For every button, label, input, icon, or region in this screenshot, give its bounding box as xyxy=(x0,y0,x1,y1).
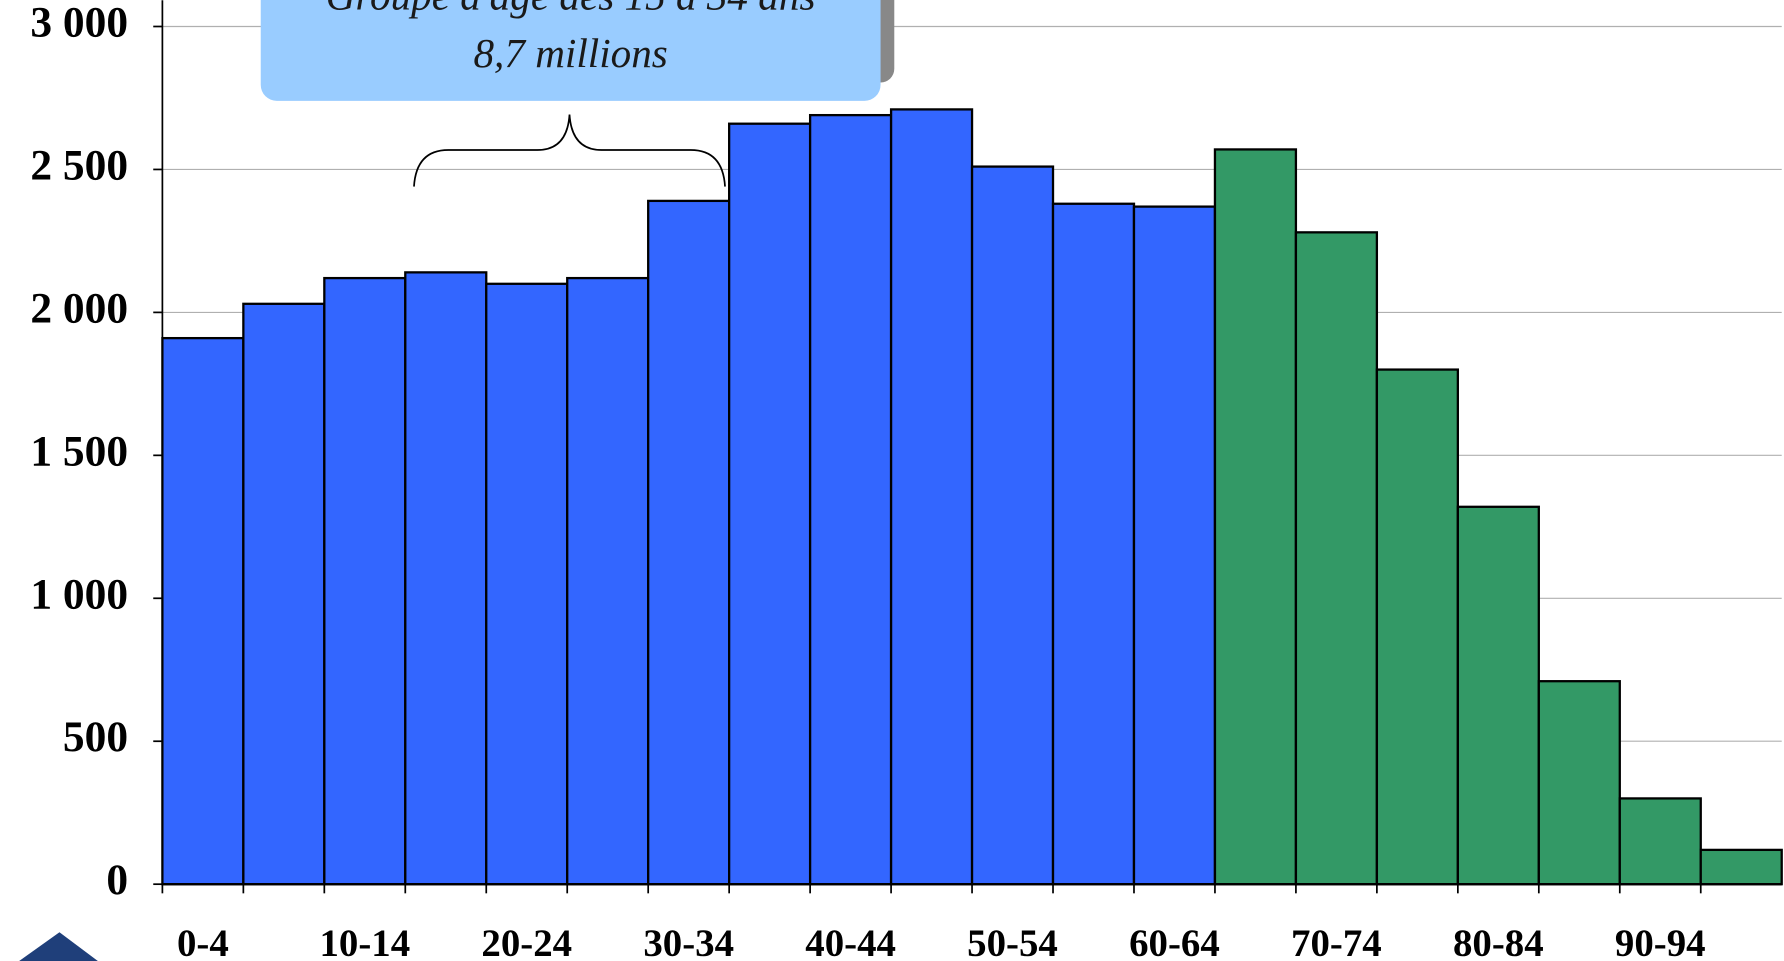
annotation-callout: Groupe d'âge des 15 à 34 ans 8,7 million… xyxy=(260,0,895,187)
x-tick-label: 20-24 xyxy=(481,922,572,961)
bar xyxy=(889,108,974,886)
x-tick-label: 0-4 xyxy=(177,922,229,961)
x-tick-label: 80-84 xyxy=(1453,922,1544,961)
bar xyxy=(1456,505,1540,886)
y-tick-label: 500 xyxy=(63,713,128,761)
bar xyxy=(728,122,812,886)
bar xyxy=(1051,202,1136,886)
x-tick-label: 90-94 xyxy=(1615,922,1706,961)
x-tick-label: 50-54 xyxy=(967,922,1058,961)
logo xyxy=(19,932,98,961)
annotation-line: 8,7 millions xyxy=(473,30,667,76)
bar xyxy=(404,271,488,886)
bar xyxy=(647,199,731,886)
y-tick-label: 2 000 xyxy=(30,284,128,332)
y-tick-label: 1 000 xyxy=(30,570,128,618)
x-tick-label: 10-14 xyxy=(319,922,410,961)
x-tick-label: 70-74 xyxy=(1291,922,1382,961)
y-tick-label: 0 xyxy=(106,856,128,904)
bar xyxy=(242,302,326,886)
bar xyxy=(1699,848,1783,886)
x-tick-label: 30-34 xyxy=(643,922,734,961)
bar xyxy=(1132,205,1217,886)
y-tick-label: 1 500 xyxy=(30,427,128,475)
brace xyxy=(413,114,726,187)
bar xyxy=(566,276,650,886)
bar xyxy=(808,113,893,886)
y-tick-label: 2 500 xyxy=(30,141,128,189)
callout-box xyxy=(260,0,881,101)
bar xyxy=(323,276,407,886)
annotation-line: Groupe d'âge des 15 à 34 ans xyxy=(326,0,816,19)
bar xyxy=(1294,231,1379,886)
x-tick-label: 60-64 xyxy=(1129,922,1220,961)
bar xyxy=(161,336,245,886)
bar xyxy=(970,165,1055,886)
y-tick-label: 3 000 xyxy=(30,0,128,46)
bar xyxy=(1618,797,1702,886)
bar xyxy=(1213,148,1298,886)
bar xyxy=(1375,368,1459,886)
x-tick-label: 40-44 xyxy=(805,922,896,961)
bar xyxy=(485,282,569,886)
bar xyxy=(1537,680,1621,886)
